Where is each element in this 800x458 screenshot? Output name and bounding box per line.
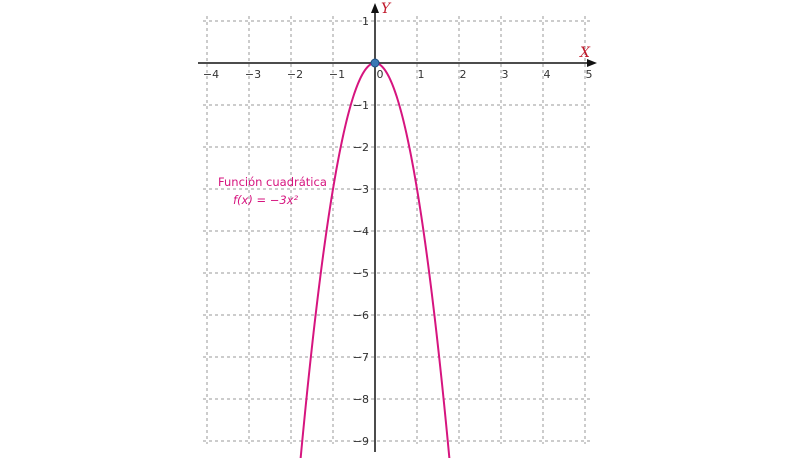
x-tick-label: −2 [287, 68, 303, 81]
annotation-title: Función cuadrática [218, 175, 327, 189]
x-tick-label: −3 [245, 68, 261, 81]
y-tick-label: −7 [353, 351, 369, 364]
x-tick-label: 2 [460, 68, 467, 81]
annotation-formula: f(x) = −3x² [233, 193, 299, 207]
y-tick-label: −5 [353, 267, 369, 280]
x-tick-label: 0 [377, 68, 384, 81]
x-tick-label: −1 [329, 68, 345, 81]
x-tick-label: 3 [502, 68, 509, 81]
x-axis-label: X [579, 45, 591, 61]
vertex-point [370, 58, 380, 68]
y-tick-label: −6 [353, 309, 369, 322]
y-tick-label: −9 [353, 435, 369, 448]
tick-labels: −4 −3 −2 −1 0 1 2 3 4 5 1 −1 −2 −3 −4 −5 −6 −7 −8 −9 [203, 15, 593, 448]
x-tick-label: −4 [203, 68, 219, 81]
x-tick-label: 5 [586, 68, 593, 81]
y-tick-label: −4 [353, 225, 369, 238]
y-tick-label: −8 [353, 393, 369, 406]
x-tick-label: 1 [418, 68, 425, 81]
y-tick-label: −1 [353, 99, 369, 112]
x-axis-arrow [587, 59, 597, 67]
y-tick-label: 1 [362, 15, 369, 28]
axes [198, 3, 597, 452]
y-axis-label: Y [381, 1, 392, 17]
x-tick-label: 4 [544, 68, 551, 81]
y-axis-arrow [371, 3, 379, 13]
y-tick-label: −3 [353, 183, 369, 196]
grid [203, 16, 593, 444]
y-tick-label: −2 [353, 141, 369, 154]
